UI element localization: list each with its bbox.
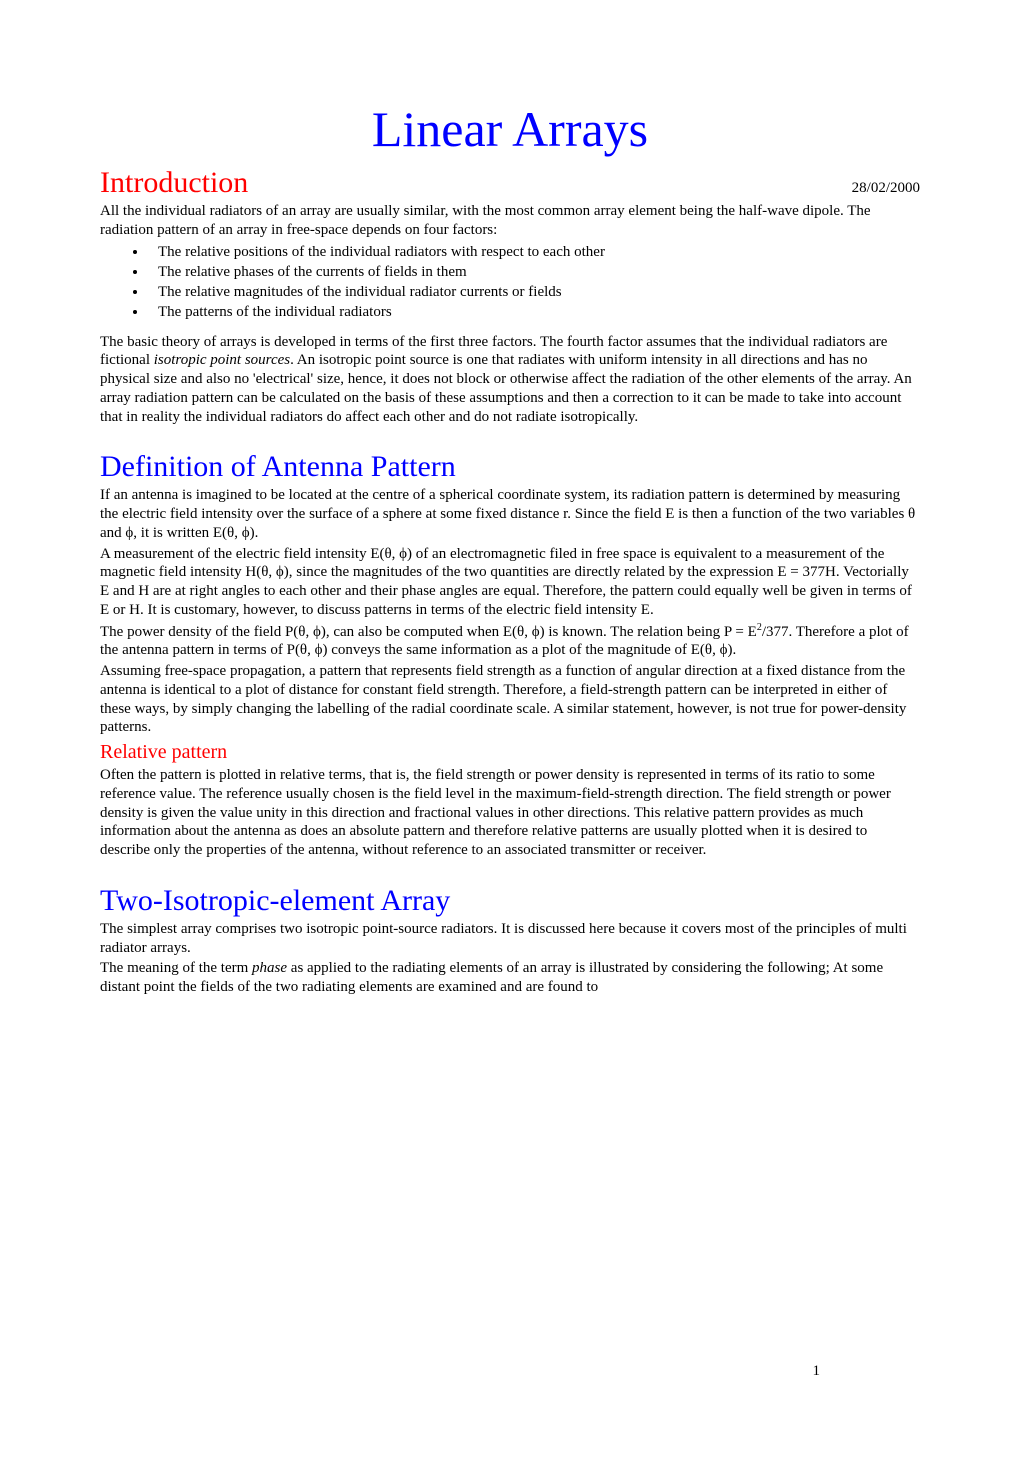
twoel-para1: The simplest array comprises two isotrop…	[100, 920, 920, 958]
two-element-heading: Two-Isotropic-element Array	[100, 884, 920, 918]
text-segment: The meaning of the term	[100, 960, 252, 976]
italic-text: phase	[252, 960, 287, 976]
list-item: The relative magnitudes of the individua…	[148, 282, 920, 302]
page-number: 1	[813, 1363, 821, 1380]
relative-pattern-heading: Relative pattern	[100, 741, 920, 764]
document-title: Linear Arrays	[100, 100, 920, 158]
list-item: The relative phases of the currents of f…	[148, 262, 920, 282]
defn-para4: Assuming free-space propagation, a patte…	[100, 662, 920, 737]
defn-para1: If an antenna is imagined to be located …	[100, 486, 920, 542]
intro-header-row: Introduction 28/02/2000	[100, 166, 920, 200]
text-segment: The power density of the field P(θ, ϕ), …	[100, 624, 757, 640]
document-date: 28/02/2000	[852, 180, 920, 197]
intro-heading: Introduction	[100, 166, 248, 200]
definition-heading: Definition of Antenna Pattern	[100, 450, 920, 484]
defn-para3: The power density of the field P(θ, ϕ), …	[100, 622, 920, 661]
defn-para5: Often the pattern is plotted in relative…	[100, 766, 920, 860]
list-item: The relative positions of the individual…	[148, 242, 920, 262]
italic-text: isotropic point sources	[154, 352, 290, 368]
intro-para1: All the individual radiators of an array…	[100, 202, 920, 240]
intro-bullet-list: The relative positions of the individual…	[100, 242, 920, 323]
list-item: The patterns of the individual radiators	[148, 302, 920, 322]
intro-para2: The basic theory of arrays is developed …	[100, 333, 920, 427]
twoel-para2: The meaning of the term phase as applied…	[100, 959, 920, 997]
defn-para2: A measurement of the electric field inte…	[100, 545, 920, 620]
